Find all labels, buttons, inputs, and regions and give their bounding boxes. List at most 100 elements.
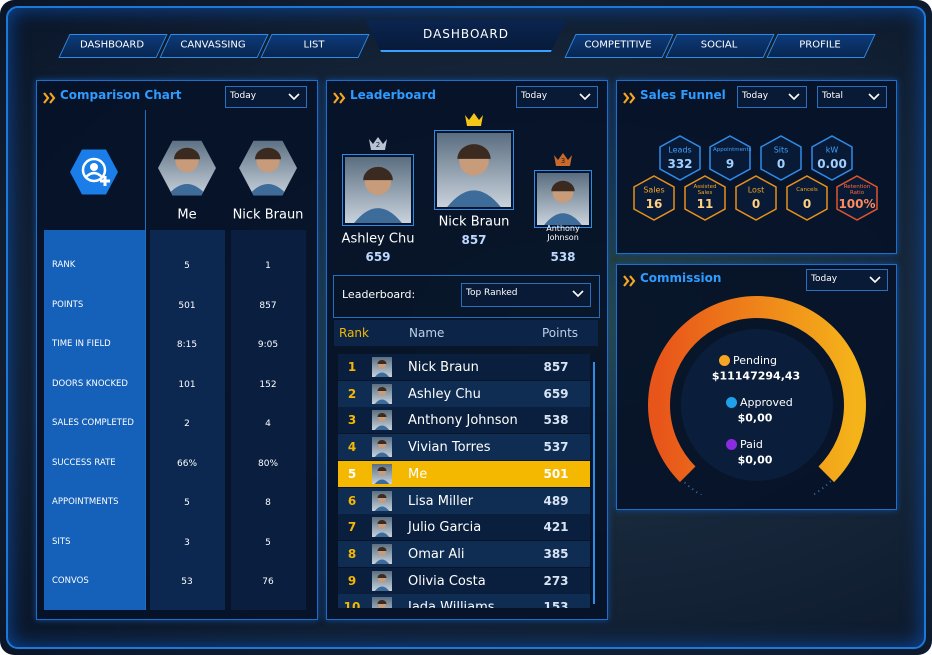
divider bbox=[145, 110, 146, 610]
dropdown-value: Today bbox=[230, 91, 257, 101]
row-points: 501 bbox=[543, 466, 569, 481]
metric-value: 5 bbox=[265, 537, 271, 548]
row-avatar bbox=[372, 517, 392, 538]
dropdown[interactable]: Today bbox=[806, 269, 888, 291]
podium-name: Ashley Chu bbox=[341, 231, 415, 247]
metric-value: 4 bbox=[265, 419, 271, 429]
table-row[interactable]: 1 Nick Braun 857 bbox=[338, 354, 590, 380]
row-rank: 7 bbox=[347, 520, 357, 535]
row-points: 421 bbox=[543, 520, 569, 535]
row-rank: 3 bbox=[347, 413, 357, 428]
nav-tab-label[interactable]: DASHBOARD bbox=[79, 39, 145, 51]
funnel-value: 16 bbox=[645, 197, 663, 211]
table-row[interactable]: 10 Jada Williams 153 bbox=[338, 594, 590, 608]
table-row[interactable]: 6 Lisa Miller 489 bbox=[338, 487, 590, 514]
title-arrows bbox=[43, 89, 57, 104]
funnel-value: 0 bbox=[802, 197, 812, 211]
table-row[interactable]: 4 Vivian Torres 537 bbox=[338, 434, 590, 461]
funnel-hex bbox=[656, 134, 704, 182]
row-avatar bbox=[372, 597, 392, 608]
table-row[interactable]: 5 Me 501 bbox=[338, 460, 590, 487]
row-points: 538 bbox=[543, 413, 569, 428]
nav-tab-label[interactable]: COMPETITIVE bbox=[584, 39, 652, 51]
podium-avatar bbox=[537, 173, 589, 225]
dropdown[interactable]: Total bbox=[817, 86, 887, 108]
metric-value: 101 bbox=[178, 379, 196, 390]
metric-label: SALES COMPLETED bbox=[52, 418, 134, 428]
funnel-label: Appointments bbox=[713, 147, 752, 153]
column-header: Name bbox=[409, 326, 445, 340]
funnel-value: 0.00 bbox=[817, 157, 847, 171]
metric-label: RANK bbox=[52, 260, 76, 270]
dropdown[interactable]: Top Ranked bbox=[461, 283, 591, 307]
nav-title[interactable]: DASHBOARD bbox=[423, 27, 509, 41]
selector-box bbox=[333, 275, 600, 318]
podium-frame bbox=[342, 154, 414, 226]
row-points: 857 bbox=[543, 360, 569, 374]
panel-title: Leaderboard bbox=[350, 88, 436, 102]
row-name: Omar Ali bbox=[408, 546, 465, 562]
metric-value: 1 bbox=[265, 261, 271, 271]
dropdown[interactable]: Today bbox=[516, 86, 598, 108]
metric-label: SITS bbox=[52, 536, 71, 547]
funnel-value: 332 bbox=[667, 157, 693, 171]
podium-frame bbox=[534, 170, 592, 228]
row-avatar bbox=[372, 463, 392, 484]
nav-tab-label[interactable]: CANVASSING bbox=[180, 39, 246, 51]
funnel-value: 0 bbox=[751, 197, 761, 211]
player-column bbox=[231, 230, 306, 610]
table-row[interactable]: 3 Anthony Johnson 538 bbox=[338, 407, 590, 434]
commission-label: Paid bbox=[740, 438, 763, 451]
funnel-label: Cancels bbox=[796, 187, 818, 193]
row-rank: 10 bbox=[343, 600, 361, 608]
metric-label: SUCCESS RATE bbox=[52, 457, 116, 468]
nav-tab-label[interactable]: PROFILE bbox=[799, 39, 841, 51]
podium-points: 659 bbox=[365, 250, 391, 264]
funnel-label: Retention Ratio bbox=[843, 184, 871, 196]
nav-tab-label[interactable]: LIST bbox=[303, 39, 325, 51]
table-row[interactable]: 8 Omar Ali 385 bbox=[338, 540, 590, 567]
selector-label: Leaderboard: bbox=[342, 288, 416, 301]
podium-avatar bbox=[437, 133, 511, 207]
metric-label: POINTS bbox=[52, 299, 84, 310]
row-avatar bbox=[372, 570, 392, 591]
row-name: Julio Garcia bbox=[408, 520, 482, 536]
funnel-hex bbox=[783, 174, 831, 222]
row-points: 537 bbox=[543, 440, 569, 455]
table-row[interactable]: 2 Ashley Chu 659 bbox=[338, 380, 590, 407]
row-name: Ashley Chu bbox=[408, 386, 481, 402]
table-row[interactable]: 7 Julio Garcia 421 bbox=[338, 514, 590, 541]
commission-label: Pending bbox=[733, 354, 777, 367]
panel-title: Comparison Chart bbox=[60, 88, 182, 102]
status-dot bbox=[726, 439, 737, 450]
table-row[interactable]: 9 Olivia Costa 273 bbox=[338, 567, 590, 594]
row-name: Olivia Costa bbox=[408, 573, 486, 589]
podium-avatar bbox=[345, 157, 411, 223]
dropdown[interactable]: Today bbox=[225, 86, 307, 108]
crown bbox=[368, 135, 388, 151]
dropdown-value: Today bbox=[811, 274, 838, 284]
metric-value: 5 bbox=[184, 261, 190, 271]
nav-tab-label[interactable]: SOCIAL bbox=[700, 39, 738, 51]
row-points: 659 bbox=[543, 386, 569, 401]
row-rank: 8 bbox=[347, 546, 357, 561]
row-name: Anthony Johnson bbox=[408, 413, 518, 429]
funnel-label: Assisted Sales bbox=[693, 184, 717, 196]
metric-label: DOORS KNOCKED bbox=[52, 378, 128, 389]
gauge bbox=[647, 295, 867, 512]
dropdown[interactable]: Today bbox=[737, 86, 807, 108]
row-avatar bbox=[372, 543, 392, 564]
scrollbar bbox=[593, 362, 595, 604]
row-points: 385 bbox=[543, 546, 569, 561]
funnel-hex bbox=[706, 134, 754, 182]
dropdown-value: Today bbox=[521, 91, 548, 101]
row-name: Nick Braun bbox=[408, 360, 479, 375]
metric-value: 2 bbox=[184, 419, 190, 429]
commission-label: Approved bbox=[740, 396, 793, 409]
metric-value: 80% bbox=[257, 458, 279, 469]
title-arrows bbox=[623, 89, 637, 104]
crown bbox=[464, 111, 484, 127]
funnel-value: 0 bbox=[776, 157, 786, 171]
metric-value: 152 bbox=[259, 379, 277, 390]
status-dot bbox=[726, 397, 737, 408]
